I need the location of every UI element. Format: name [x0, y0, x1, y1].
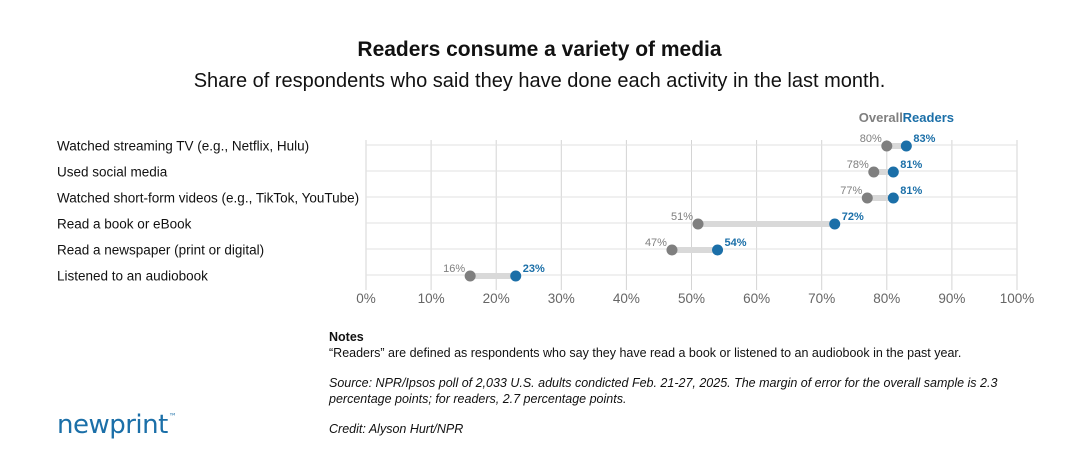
readers-point	[510, 270, 522, 282]
overall-data-label: 51%	[671, 211, 693, 223]
category-label: Read a book or eBook	[57, 217, 192, 232]
newprint-logo: newprint™	[57, 410, 177, 440]
x-tick-label: 60%	[743, 291, 770, 306]
x-tick-label: 20%	[483, 291, 510, 306]
readers-data-label: 54%	[725, 237, 747, 249]
overall-point	[692, 218, 704, 230]
overall-point	[666, 244, 678, 256]
category-label: Read a newspaper (print or digital)	[57, 243, 264, 258]
logo-text: newprint	[57, 410, 168, 440]
notes-heading: Notes	[329, 330, 364, 344]
overall-point	[881, 140, 893, 152]
x-tick-label: 10%	[418, 291, 445, 306]
notes-section: Notes “Readers” are defined as responden…	[329, 329, 1049, 437]
x-tick-label: 80%	[873, 291, 900, 306]
x-tick-label: 0%	[356, 291, 376, 306]
readers-point	[829, 218, 841, 230]
overall-data-label: 16%	[443, 263, 465, 275]
chart-title: Readers consume a variety of media	[357, 38, 722, 61]
overall-point	[464, 270, 476, 282]
overall-data-label: 77%	[840, 185, 862, 197]
x-tick-label: 50%	[678, 291, 705, 306]
readers-point	[887, 192, 899, 204]
readers-data-label: 81%	[900, 185, 922, 197]
readers-data-label: 83%	[913, 133, 935, 145]
x-tick-label: 30%	[548, 291, 575, 306]
legend-overall: Overall	[859, 110, 903, 125]
readers-data-label: 23%	[523, 263, 545, 275]
overall-data-label: 80%	[860, 133, 882, 145]
logo-trademark: ™	[168, 412, 177, 421]
x-tick-label: 40%	[613, 291, 640, 306]
readers-point	[712, 244, 724, 256]
category-label: Watched short-form videos (e.g., TikTok,…	[57, 191, 359, 206]
overall-point	[868, 166, 880, 178]
readers-data-label: 72%	[842, 211, 864, 223]
x-tick-label: 70%	[808, 291, 835, 306]
dumbbell-chart: 0% 10% 20% 30% 40% 50% 60% 70% 80% 90% 100% Overall…	[57, 110, 1035, 306]
category-label: Used social media	[57, 165, 168, 180]
legend-readers: Readers	[903, 110, 954, 125]
category-label: Listened to an audiobook	[57, 269, 208, 284]
overall-point	[861, 192, 873, 204]
x-tick-label: 90%	[938, 291, 965, 306]
credit-note: Credit: Alyson Hurt/NPR	[329, 422, 464, 436]
readers-data-label: 81%	[900, 159, 922, 171]
source-note: Source: NPR/Ipsos poll of 2,033 U.S. adu…	[329, 376, 998, 406]
chart-subtitle: Share of respondents who said they have …	[193, 70, 886, 92]
category-label: Watched streaming TV (e.g., Netflix, Hul…	[57, 139, 309, 154]
readers-definition: “Readers” are defined as respondents who…	[329, 346, 962, 360]
x-tick-label: 100%	[1000, 291, 1035, 306]
readers-point	[900, 140, 912, 152]
overall-data-label: 47%	[645, 237, 667, 249]
overall-data-label: 78%	[847, 159, 869, 171]
readers-point	[887, 166, 899, 178]
